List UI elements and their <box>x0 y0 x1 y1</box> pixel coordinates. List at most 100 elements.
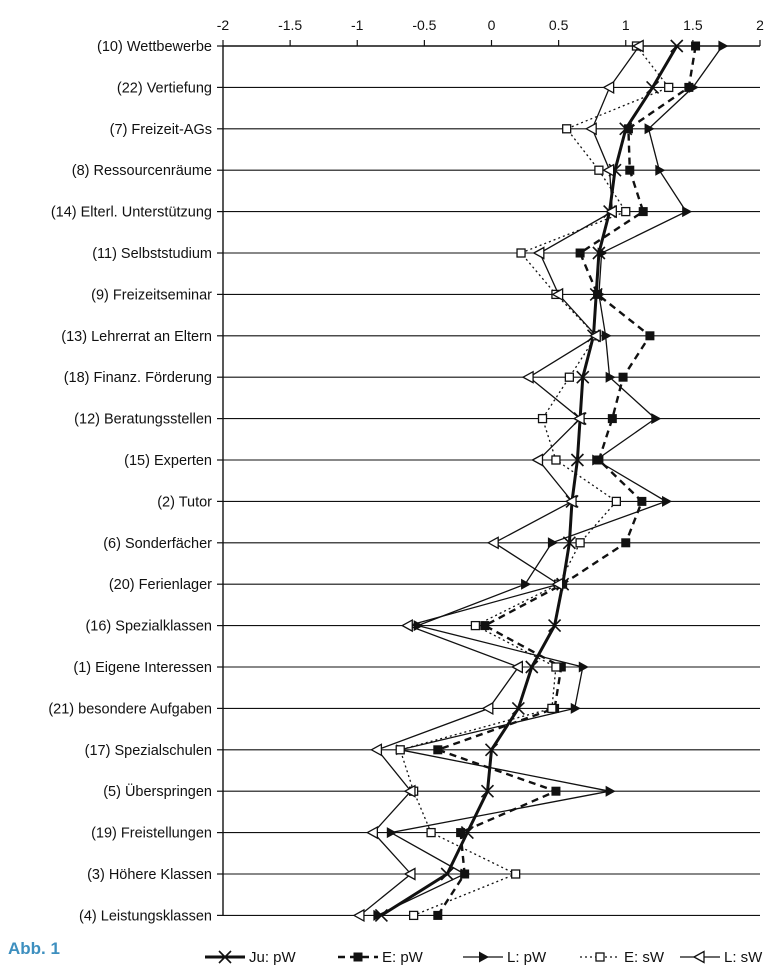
data-point-e-sw <box>594 165 604 175</box>
data-point-e-pw <box>551 786 561 796</box>
data-point-e-sw <box>537 413 548 424</box>
legend-marker-e-pw <box>353 952 363 962</box>
category-label: (2) Tutor <box>157 494 212 510</box>
category-label: (18) Finanz. Förderung <box>64 370 212 386</box>
series-ju-pw <box>374 39 684 922</box>
legend-entry-e-sw: E: sW <box>580 949 665 966</box>
data-point-l-pw <box>386 827 397 839</box>
data-point-e-sw <box>516 248 526 258</box>
data-point-l-pw <box>373 909 384 921</box>
legend: Ju: pW E: pW L: pW E: sW L: sW <box>205 949 763 966</box>
legend-marker-e-sw <box>595 952 605 962</box>
category-label: (14) Elterl. Unterstützung <box>51 205 212 221</box>
x-tick-label: 0.5 <box>549 17 569 33</box>
legend-label-e-sw: E: sW <box>624 949 665 966</box>
category-label: (19) Freistellungen <box>91 826 212 842</box>
data-point-e-sw <box>408 910 419 921</box>
x-marker-stroke <box>646 80 660 94</box>
data-point-e-sw <box>664 82 674 93</box>
legend-entry-l-pw: L: pW <box>463 949 547 966</box>
data-point-l-sw <box>532 246 545 260</box>
category-label: (1) Eigene Interessen <box>73 660 212 676</box>
data-point-e-pw <box>607 414 617 424</box>
series-line-l-sw <box>359 45 640 916</box>
category-label: (15) Experten <box>124 453 212 469</box>
data-point-l-sw <box>521 370 534 384</box>
data-point-l-pw <box>597 247 608 259</box>
data-point-ju-pw <box>548 619 562 633</box>
category-label: (6) Sonderfächer <box>103 536 212 552</box>
data-point-l-pw <box>594 288 605 300</box>
legend-entry-e-pw: E: pW <box>338 949 424 966</box>
data-point-l-sw <box>584 122 597 136</box>
data-point-e-pw <box>684 82 694 92</box>
x-tick-label: 2 <box>756 17 764 33</box>
series-l-sw <box>352 39 644 922</box>
data-point-l-sw <box>511 660 523 674</box>
data-point-l-pw <box>570 702 581 714</box>
series-line-ju-pw <box>380 45 679 917</box>
x-tick-label: 0 <box>488 17 496 33</box>
data-point-l-pw <box>655 164 666 176</box>
category-label: (9) Freizeitseminar <box>91 287 212 303</box>
data-point-l-sw <box>366 826 379 840</box>
data-point-ju-pw <box>440 867 454 881</box>
data-point-l-pw <box>688 81 699 93</box>
x-marker-stroke <box>440 867 454 881</box>
data-point-l-pw <box>578 661 589 673</box>
series-line-e-pw <box>434 45 697 917</box>
x-tick-label: -2 <box>217 17 230 33</box>
data-point-l-sw <box>631 39 644 53</box>
data-point-l-pw <box>601 330 612 342</box>
data-point-e-pw <box>433 910 443 920</box>
data-point-e-sw <box>562 124 572 134</box>
data-point-l-pw <box>682 206 693 218</box>
legend-label-l-pw: L: pW <box>507 949 547 966</box>
data-point-l-sw <box>403 867 416 881</box>
category-label: (13) Lehrerrat an Eltern <box>61 329 212 345</box>
legend-marker-ju-pw <box>218 950 232 964</box>
figure-label: Abb. 1 <box>8 939 60 958</box>
series-layer <box>352 39 729 922</box>
x-marker-stroke <box>480 784 495 798</box>
series-line-l-pw <box>377 45 723 916</box>
data-point-e-pw <box>637 496 647 506</box>
category-label: (20) Ferienlager <box>109 577 212 593</box>
data-point-e-sw <box>551 455 561 465</box>
data-point-e-sw <box>611 496 622 507</box>
data-point-l-sw <box>551 577 564 591</box>
data-point-e-sw <box>621 206 631 217</box>
data-point-ju-pw <box>646 80 660 94</box>
data-point-e-pw <box>575 248 585 258</box>
data-point-l-pw <box>521 578 532 590</box>
category-label-layer: (10) Wettbewerbe (22) Vertiefung (7) Freiz… <box>48 39 212 924</box>
data-point-e-sw <box>470 620 481 631</box>
data-point-l-sw <box>531 453 544 467</box>
data-point-e-pw <box>621 538 631 548</box>
legend-label-ju-pw: Ju: pW <box>249 949 297 966</box>
x-marker-stroke <box>218 950 232 964</box>
x-marker-stroke <box>570 453 584 467</box>
data-point-e-pw <box>433 745 443 755</box>
series-e-pw <box>433 41 701 920</box>
data-point-l-sw <box>551 287 564 301</box>
series-line-e-sw <box>399 45 670 917</box>
category-label: (22) Vertiefung <box>117 80 212 96</box>
axis-layer: -2 -1.5 -1 -0.5 0 0.5 1 1.5 2 <box>217 17 764 916</box>
data-point-l-sw <box>588 329 601 343</box>
category-label: (11) Selbststudium <box>92 246 212 262</box>
data-point-l-pw <box>718 40 729 52</box>
legend-marker-l-sw <box>692 950 705 964</box>
x-tick-label: -1.5 <box>278 17 302 33</box>
legend-entry-l-sw: L: sW <box>680 949 763 966</box>
category-label: (12) Beratungsstellen <box>74 412 212 428</box>
data-point-l-pw <box>605 785 616 797</box>
data-point-ju-pw <box>511 701 525 715</box>
category-label: (4) Leistungsklassen <box>79 908 212 924</box>
x-marker-stroke <box>562 536 576 550</box>
data-point-l-sw <box>572 412 585 426</box>
data-point-ju-pw <box>525 660 539 674</box>
data-point-e-pw <box>691 41 701 51</box>
data-point-l-sw <box>486 536 499 550</box>
